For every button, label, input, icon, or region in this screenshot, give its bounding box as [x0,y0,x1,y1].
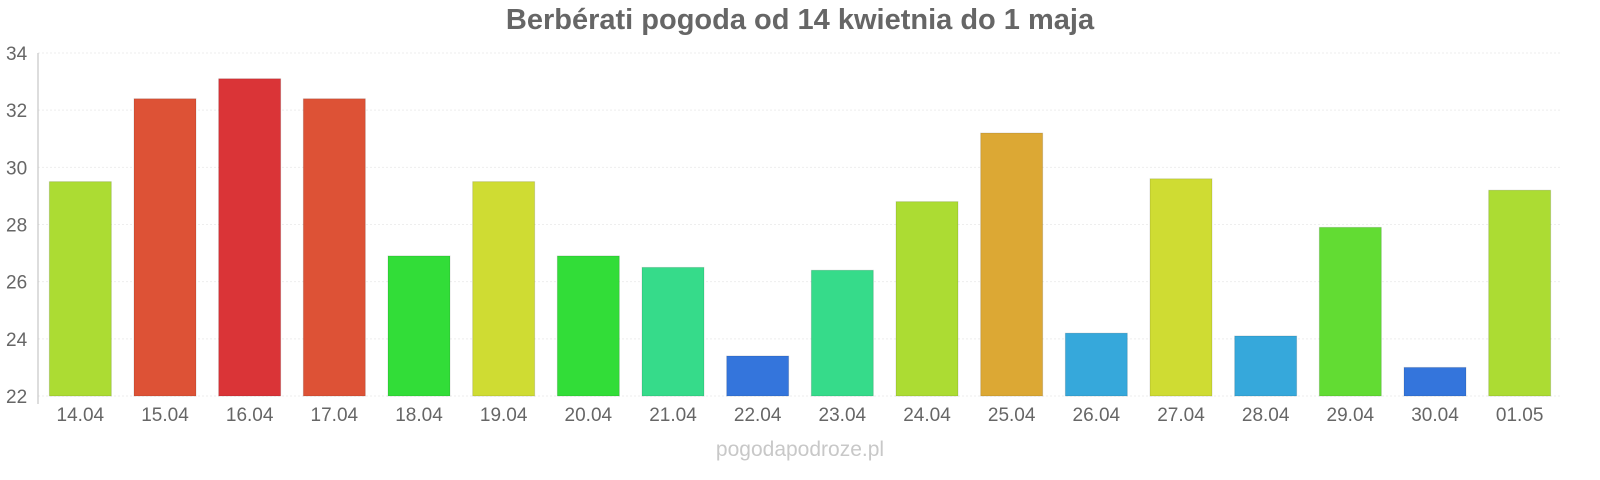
x-tick-label: 24.04 [903,405,951,426]
bar-22.04 [726,355,790,397]
y-tick-label: 34 [6,44,28,65]
x-tick-label: 14.04 [57,405,105,426]
x-tick-label: 15.04 [141,405,189,426]
bar-24.04 [895,201,959,397]
y-tick-label: 22 [6,387,27,408]
bar-25.04 [980,132,1044,397]
x-tick-label: 25.04 [988,405,1036,426]
x-tick-label: 18.04 [395,405,443,426]
bar-23.04 [810,269,874,397]
bar-26.04 [1064,332,1128,397]
x-tick-label: 27.04 [1157,405,1205,426]
y-tick-label: 24 [6,330,28,351]
bar-18.04 [387,255,451,397]
bar-29.04 [1318,226,1382,397]
chart-title: Berbérati pogoda od 14 kwietnia do 1 maj… [505,4,1095,36]
y-tick-label: 32 [6,101,27,122]
x-tick-label: 16.04 [226,405,274,426]
watermark: pogodapodroze.pl [715,438,885,461]
bar-20.04 [556,255,620,397]
bar-16.04 [218,78,282,397]
x-tick-label: 20.04 [565,405,613,426]
x-tick-label: 21.04 [649,405,697,426]
bar-27.04 [1149,178,1213,397]
x-tick-label: 29.04 [1327,405,1375,426]
bar-30.04 [1403,366,1467,397]
y-tick-label: 28 [6,216,27,237]
y-tick-label: 30 [6,158,27,179]
x-tick-label: 19.04 [480,405,528,426]
x-tick-label: 23.04 [819,405,867,426]
y-tick-label: 26 [6,273,27,294]
bar-14.04 [48,181,112,397]
bar-15.04 [133,98,197,397]
bar-28.04 [1234,335,1298,397]
x-tick-label: 01.05 [1496,405,1544,426]
bar-21.04 [641,266,705,397]
x-tick-label: 22.04 [734,405,782,426]
x-tick-label: 30.04 [1411,405,1459,426]
x-tick-label: 17.04 [311,405,359,426]
bar-19.04 [472,181,536,397]
bar-01.05 [1488,189,1552,397]
x-tick-label: 26.04 [1073,405,1121,426]
x-tick-label: 28.04 [1242,405,1290,426]
bar-17.04 [302,98,366,397]
